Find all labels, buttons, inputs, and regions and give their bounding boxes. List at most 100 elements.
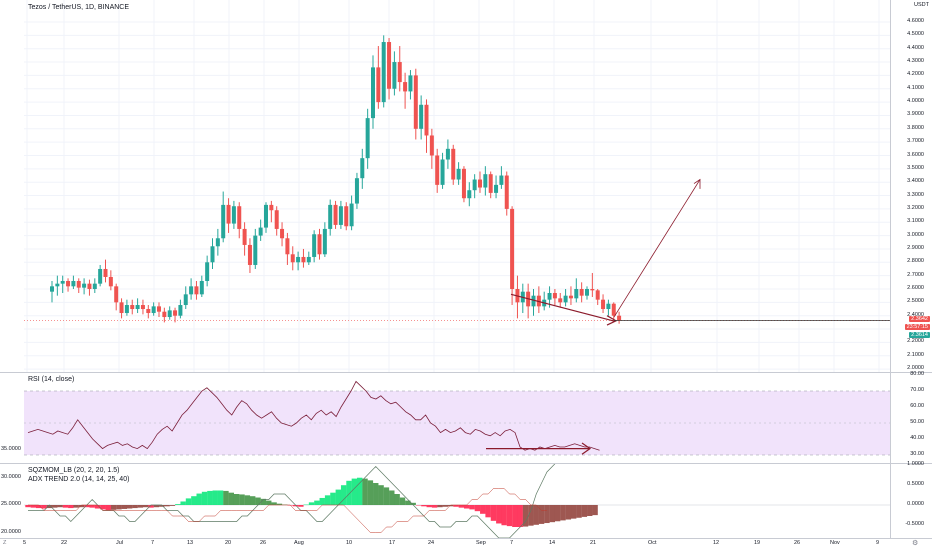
momentum-bar bbox=[490, 505, 497, 521]
candle-body bbox=[595, 290, 600, 300]
candle-body bbox=[253, 235, 258, 265]
candle-body bbox=[167, 310, 172, 318]
price-tick-label: 2.1000 bbox=[907, 351, 924, 358]
symbol-legend[interactable]: Tezos / TetherUS, 1D, BINANCE bbox=[28, 4, 130, 11]
momentum-bar bbox=[517, 505, 523, 527]
price-tick-label: 4.6000 bbox=[907, 18, 924, 24]
momentum-axis-right[interactable]: 1.0000 0.5000 0.0000 -0.5000 bbox=[891, 461, 932, 538]
price-tick-label: 2.5000 bbox=[907, 298, 924, 305]
rsi-chart[interactable] bbox=[24, 373, 890, 463]
rsi-tick-label: 80.00 bbox=[910, 371, 924, 377]
momentum-bar bbox=[153, 505, 160, 508]
momentum-bar bbox=[314, 500, 320, 505]
momentum-bar bbox=[175, 504, 181, 505]
candle-body bbox=[397, 62, 402, 83]
rsi-pane[interactable]: RSI (14, close) bbox=[24, 373, 890, 463]
momentum-bar bbox=[212, 490, 218, 505]
momentum-bar bbox=[538, 505, 545, 524]
price-axis[interactable]: USDT 4.6000 4.5000 4.4000 4.3000 4.2000 4.100… bbox=[891, 0, 932, 372]
candle-body bbox=[488, 174, 493, 193]
momentum-bar bbox=[276, 503, 283, 505]
candle-body bbox=[376, 67, 381, 103]
candle-body bbox=[510, 208, 515, 289]
squeeze-momentum-chart[interactable] bbox=[24, 449, 890, 539]
price-tick-label: 4.3000 bbox=[907, 58, 924, 65]
price-tick-label: 3.3000 bbox=[907, 191, 924, 198]
candle-body bbox=[71, 280, 76, 287]
candle-body bbox=[296, 256, 301, 263]
candle-body bbox=[50, 286, 54, 292]
price-tick-label: 2.0000 bbox=[907, 365, 924, 372]
time-tick-label: 24 bbox=[428, 540, 435, 546]
candle-body bbox=[568, 295, 573, 299]
candle-body bbox=[301, 256, 306, 263]
time-axis[interactable]: Z ⚙ 5 22 Jul 7 13 20 26 Aug 10 17 24 Sep 7 14 21 Oct 12 1… bbox=[0, 538, 932, 550]
momentum-bar bbox=[571, 505, 577, 519]
price-tick-label: 3.0000 bbox=[907, 231, 924, 238]
gear-icon[interactable]: ⚙ bbox=[912, 540, 919, 547]
momentum-bar bbox=[255, 497, 261, 505]
candle-body bbox=[504, 175, 509, 209]
candle-body bbox=[424, 104, 429, 136]
momentum-bar bbox=[522, 505, 529, 527]
candle-body bbox=[429, 135, 434, 156]
rsi-axis[interactable]: 80.00 70.00 60.00 50.00 40.00 30.00 bbox=[891, 371, 932, 463]
momentum-bar bbox=[191, 496, 197, 505]
adx-legend[interactable]: ADX TREND 2.0 (14, 14, 25, 40) bbox=[28, 476, 130, 483]
momentum-bar bbox=[201, 491, 208, 505]
time-tick-label: 12 bbox=[713, 540, 720, 546]
candle-body bbox=[322, 228, 327, 255]
candlestick-chart[interactable] bbox=[24, 0, 890, 372]
time-tick-label: 26 bbox=[794, 540, 801, 546]
zoom-button[interactable]: Z bbox=[3, 540, 7, 546]
rsi-arrow-head bbox=[581, 442, 592, 455]
candle-body bbox=[338, 206, 343, 225]
price-tick-label: 4.5000 bbox=[907, 31, 924, 38]
rsi-legend[interactable]: RSI (14, close) bbox=[28, 376, 75, 383]
candle-body bbox=[162, 311, 167, 318]
momentum-bar bbox=[217, 490, 224, 505]
sqzmom-legend[interactable]: SQZMOM_LB (20, 2, 20, 1.5) bbox=[28, 467, 120, 474]
momentum-bar bbox=[148, 505, 154, 508]
momentum-bar bbox=[137, 505, 144, 508]
adx-tick-label: 35.0000 bbox=[1, 446, 21, 452]
momentum-bar bbox=[560, 505, 566, 521]
momentum-bar bbox=[260, 498, 267, 505]
momentum-bar bbox=[89, 505, 95, 508]
candle-body bbox=[82, 283, 87, 288]
candle-body bbox=[499, 175, 504, 185]
time-tick-label: 21 bbox=[590, 540, 597, 546]
rsi-tick-label: 70.00 bbox=[910, 387, 924, 393]
candle-body bbox=[403, 82, 408, 92]
momentum-bar bbox=[405, 500, 411, 505]
candle-body bbox=[290, 254, 295, 263]
candle-body bbox=[135, 305, 140, 310]
momentum-bar bbox=[110, 505, 117, 510]
time-tick-label: Jul bbox=[116, 540, 124, 546]
momentum-bar bbox=[100, 505, 106, 510]
momentum-bar bbox=[68, 505, 74, 509]
momentum-pane[interactable]: SQZMOM_LB (20, 2, 20, 1.5) ADX TREND 2.0… bbox=[24, 449, 890, 539]
momentum-bar bbox=[62, 505, 69, 508]
momentum-bar bbox=[250, 496, 256, 505]
candle-body bbox=[451, 148, 456, 180]
time-tick-label: 5 bbox=[23, 540, 27, 546]
price-chart-pane[interactable]: Tezos / TetherUS, 1D, BINANCE bbox=[24, 0, 890, 372]
currency-label: USDT bbox=[914, 2, 929, 8]
candle-body bbox=[317, 234, 322, 255]
candle-body bbox=[387, 42, 392, 89]
momentum-bar bbox=[544, 505, 550, 524]
price-tick-label: 4.0000 bbox=[907, 98, 924, 105]
momentum-bar bbox=[78, 505, 85, 508]
momentum-bar bbox=[303, 504, 309, 506]
price-tick-label: 3.4000 bbox=[907, 178, 924, 185]
momentum-bar bbox=[330, 492, 336, 505]
time-tick-label: Aug bbox=[294, 540, 304, 546]
candle-body bbox=[87, 283, 92, 289]
momentum-bar bbox=[180, 501, 186, 505]
candle-body bbox=[237, 206, 242, 229]
momentum-bar bbox=[378, 485, 384, 505]
candle-body bbox=[354, 178, 359, 204]
candle-body bbox=[269, 204, 274, 211]
candle-body bbox=[306, 256, 311, 263]
